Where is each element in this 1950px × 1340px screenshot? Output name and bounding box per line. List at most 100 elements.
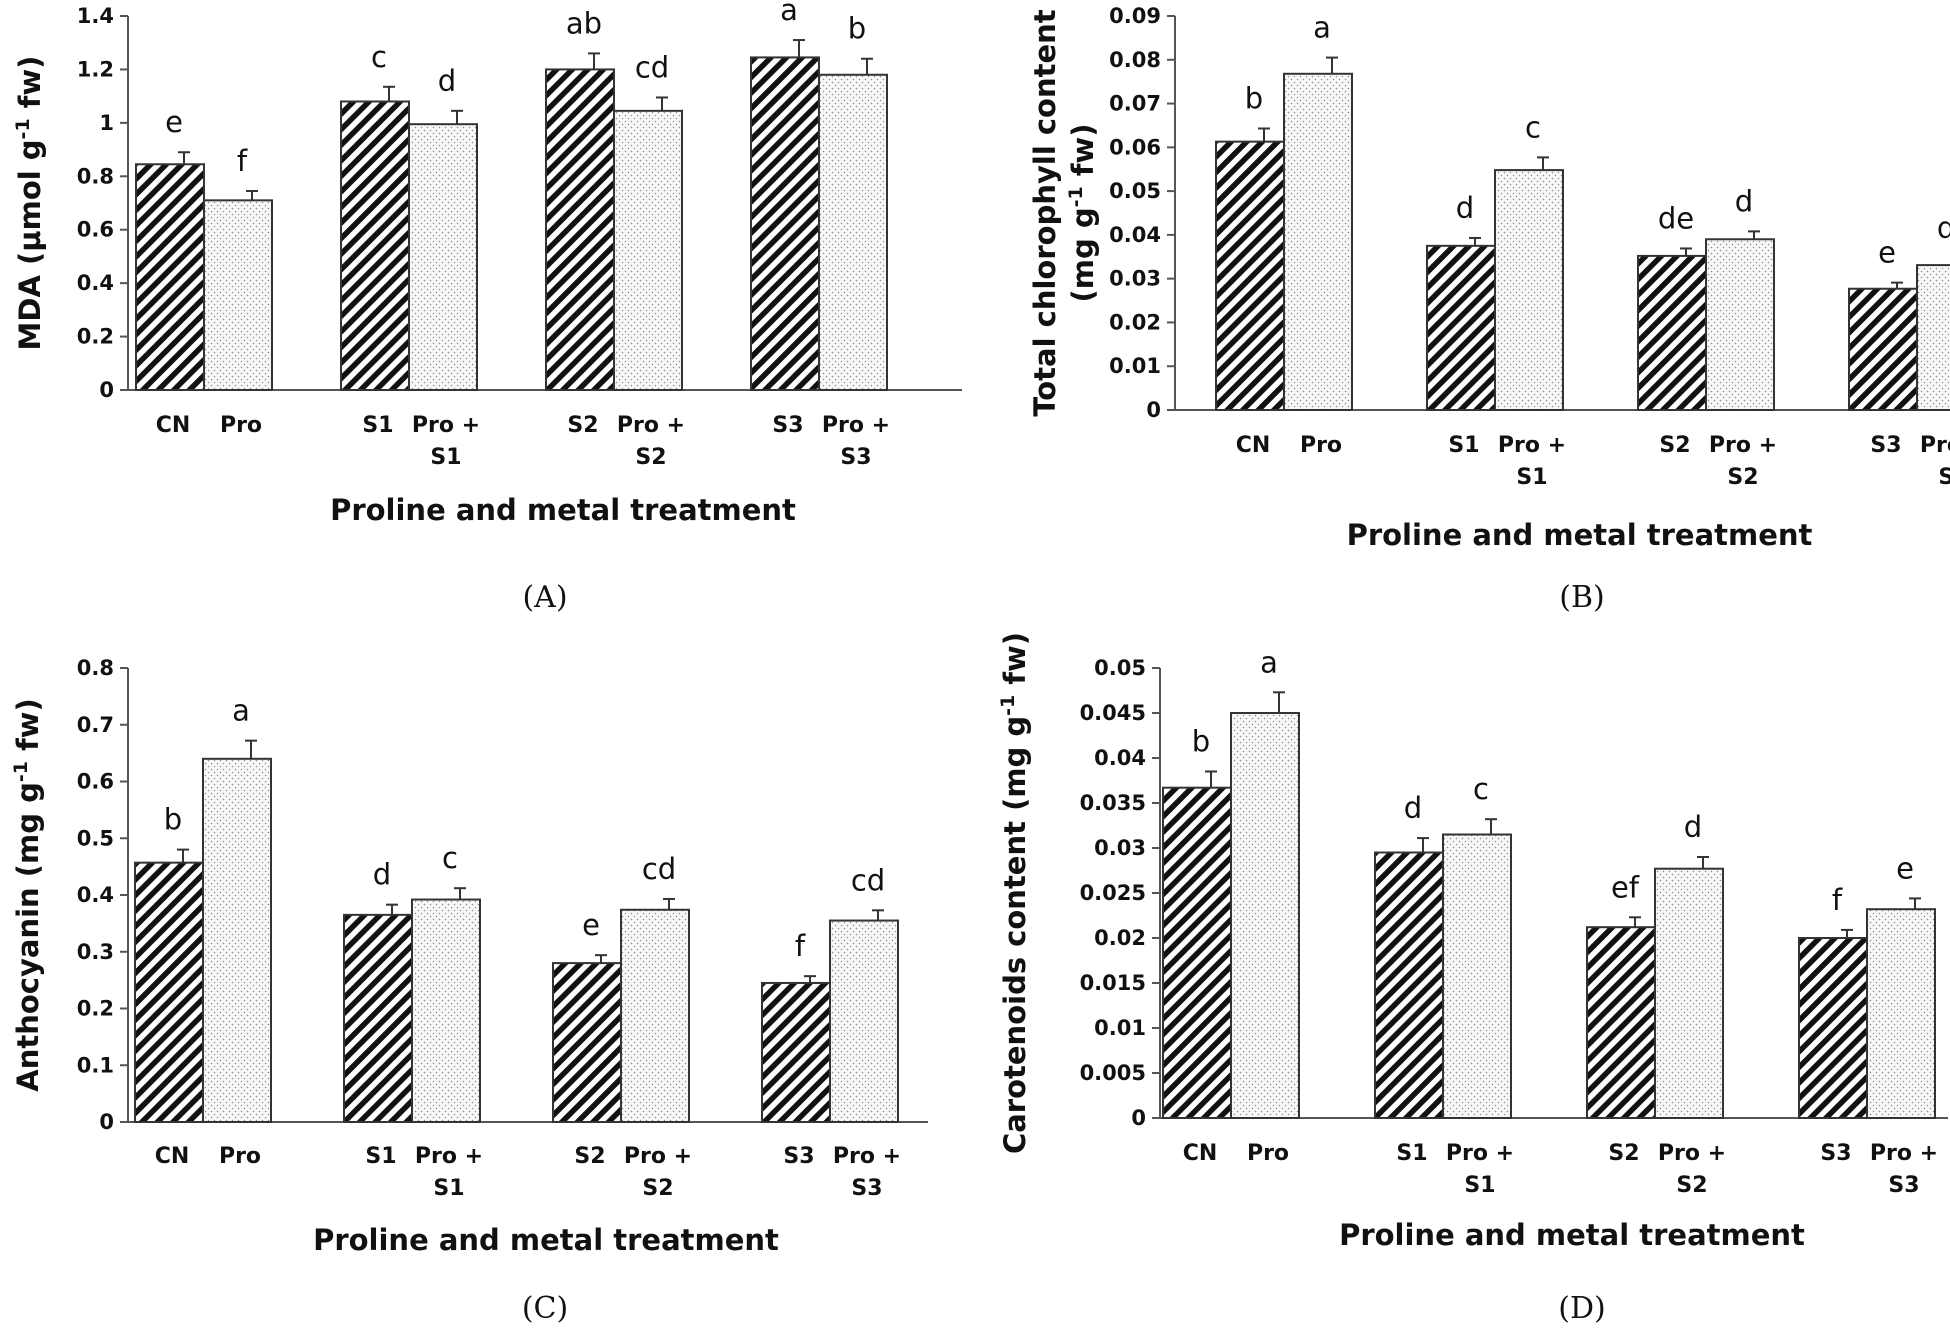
category-label: S3 (840, 445, 871, 470)
category-label: Pro + (412, 413, 480, 438)
y-tick-label: 0.1 (77, 1053, 114, 1077)
y-tick-label: 0.09 (1109, 4, 1161, 28)
panel-label: (B) (1559, 580, 1604, 615)
category-label: S1 (1448, 433, 1479, 458)
category-label: S3 (783, 1144, 814, 1169)
y-tick-label: 1.4 (77, 4, 114, 28)
y-tick-label: 1 (99, 111, 114, 135)
category-label: Pro + (1498, 433, 1566, 458)
significance-label: a (780, 0, 798, 27)
category-label: CN (156, 413, 191, 438)
bar (1374, 851, 1444, 1119)
panel-label: (A) (522, 580, 567, 615)
significance-label: b (1245, 82, 1263, 116)
bar (134, 861, 204, 1124)
category-label: S2 (1659, 433, 1690, 458)
y-tick-label: 0.04 (1109, 223, 1161, 247)
bar (545, 68, 615, 392)
significance-label: a (1313, 11, 1331, 45)
y-tick-label: 0.6 (77, 770, 114, 794)
y-tick-label: 0.08 (1109, 48, 1161, 72)
y-tick-label: 1.2 (77, 57, 114, 81)
significance-label: a (232, 694, 250, 728)
significance-label: c (371, 40, 387, 74)
bar (1705, 238, 1775, 411)
category-label: CN (1236, 433, 1271, 458)
significance-label: f (795, 929, 806, 963)
category-label: Pro + (1658, 1141, 1726, 1166)
significance-label: cd (635, 50, 669, 84)
category-label: S2 (1608, 1141, 1639, 1166)
category-label: S1 (1516, 465, 1547, 490)
y-tick-label: 0.025 (1080, 881, 1146, 905)
y-tick-label: 0.045 (1080, 701, 1146, 725)
category-label: S3 (772, 413, 803, 438)
y-axis-title-group: Carotenoids content (mg g-1 fw) (997, 632, 1032, 1154)
significance-label: ef (1611, 870, 1640, 904)
category-label: Pro + (415, 1144, 483, 1169)
bar (202, 757, 272, 1123)
y-axis-title-group: Anthocyanin (mg g-1 fw) (10, 698, 45, 1091)
y-tick-label: 0.05 (1094, 656, 1146, 680)
y-tick-label: 0.02 (1109, 310, 1161, 334)
x-axis-title: Proline and metal treatment (330, 493, 796, 527)
bar (620, 908, 690, 1123)
panel-label: (D) (1558, 1291, 1605, 1326)
bar (1442, 833, 1512, 1119)
y-tick-label: 0.3 (77, 940, 114, 964)
significance-label: d (373, 858, 391, 892)
significance-label: c (442, 841, 458, 875)
bar (1848, 287, 1918, 412)
category-label: S3 (1820, 1141, 1851, 1166)
y-tick-label: 0.2 (77, 997, 114, 1021)
bar (340, 100, 410, 391)
bar (1215, 140, 1285, 412)
significance-label: b (848, 12, 866, 46)
y-tick-label: 0.8 (77, 164, 114, 188)
y-axis-title: Anthocyanin (mg g-1 fw) (10, 698, 45, 1091)
significance-label: d (1404, 791, 1422, 825)
significance-label: f (237, 144, 248, 178)
category-label: S3 (851, 1176, 882, 1201)
x-axis-title: Proline and metal treatment (1339, 1218, 1805, 1252)
y-tick-label: 0.02 (1094, 926, 1146, 950)
bar (1494, 169, 1564, 411)
y-tick-label: 0.03 (1094, 836, 1146, 860)
category-label: S3 (1870, 433, 1901, 458)
y-tick-label: 0 (1146, 398, 1161, 422)
y-tick-label: 0.015 (1080, 971, 1146, 995)
bar (1426, 244, 1496, 411)
y-tick-label: 0.01 (1109, 354, 1161, 378)
y-tick-label: 0.2 (77, 325, 114, 349)
category-label: Pro + (1709, 433, 1777, 458)
bar (1162, 786, 1232, 1119)
bar (613, 109, 683, 391)
y-tick-label: 0.4 (77, 271, 114, 295)
category-label: Pro + (1870, 1141, 1938, 1166)
y-tick-label: 0.6 (77, 218, 114, 242)
chart-panel-total-chlorophyll: 0 0.01 0.02 0.03 0.04 0.05 0.06 0.07 0.08 0.09 b CN… (1028, 4, 1950, 615)
bar (343, 913, 413, 1123)
chart-panel-carotenoids: 0 0.005 0.01 0.015 0.02 0.025 0.03 0.035 0.04 0.0… (997, 632, 1948, 1326)
bar (203, 199, 273, 391)
y-tick-label: 0.04 (1094, 746, 1146, 770)
bar (1283, 72, 1353, 412)
bar (408, 123, 478, 391)
category-label: S1 (433, 1176, 464, 1201)
panel-label: (C) (522, 1291, 568, 1326)
y-axis-title: Carotenoids content (mg g-1 fw) (997, 632, 1032, 1154)
category-label: S2 (642, 1176, 673, 1201)
category-label: S1 (365, 1144, 396, 1169)
category-label: S2 (574, 1144, 605, 1169)
significance-label: d (1456, 191, 1474, 225)
y-tick-label: 0.7 (77, 713, 114, 737)
category-label: S2 (635, 445, 666, 470)
category-label: S1 (430, 445, 461, 470)
significance-label: e (1896, 851, 1914, 885)
significance-label: cd (851, 863, 885, 897)
category-label: Pro (1300, 433, 1342, 458)
y-tick-label: 0.06 (1109, 135, 1161, 159)
category-label: Pro (219, 1144, 261, 1169)
